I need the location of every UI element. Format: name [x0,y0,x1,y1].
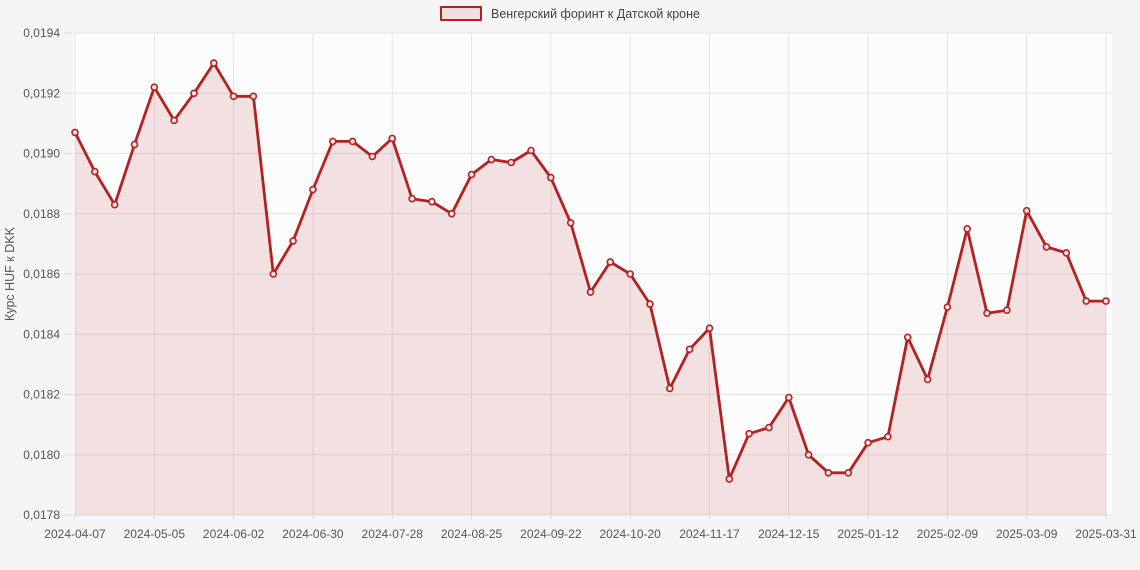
x-tick-label: 2024-10-20 [599,527,661,541]
data-point[interactable] [328,137,337,146]
data-point[interactable] [388,134,397,143]
data-point[interactable] [348,137,357,146]
y-tick-label: 0,0188 [23,207,60,221]
data-point[interactable] [626,270,635,278]
data-point[interactable] [824,468,833,477]
x-tick-label: 2025-03-09 [996,527,1058,541]
x-tick-label: 2024-06-02 [203,527,265,541]
x-tick-label: 2025-03-31 [1075,527,1137,541]
y-tick-label: 0,0182 [23,388,60,402]
data-point[interactable] [249,92,258,101]
data-point[interactable] [527,146,535,155]
data-point[interactable] [765,423,773,432]
data-point[interactable] [844,468,853,477]
data-point[interactable] [1042,243,1051,251]
data-point[interactable] [665,384,674,393]
legend-swatch-icon [440,6,482,21]
x-tick-label: 2024-07-28 [362,527,424,541]
data-point[interactable] [170,116,178,125]
y-tick-label: 0,0192 [23,86,60,100]
data-point[interactable] [309,185,317,194]
data-point[interactable] [408,194,416,203]
data-point[interactable] [884,432,892,441]
data-point[interactable] [1082,297,1090,305]
data-point[interactable] [725,475,734,483]
x-tick-label: 2024-08-25 [441,527,503,541]
data-point[interactable] [646,300,654,308]
data-point[interactable] [110,200,119,209]
data-point[interactable] [71,128,79,137]
data-point[interactable] [150,83,159,91]
x-tick-label: 2024-05-05 [124,527,186,541]
y-tick-label: 0,0178 [23,508,60,522]
data-point[interactable] [447,209,456,218]
x-tick-label: 2024-09-22 [520,527,582,541]
data-point[interactable] [130,140,139,149]
data-point[interactable] [1062,249,1071,257]
data-point[interactable] [467,170,476,179]
data-point[interactable] [864,438,872,447]
y-tick-label: 0,0180 [23,448,60,462]
data-point[interactable] [745,429,753,438]
data-point[interactable] [804,450,813,459]
x-tick-label: 2025-02-09 [917,527,979,541]
legend-label: Венгерский форинт к Датской кроне [491,6,700,21]
data-point[interactable] [983,309,991,318]
data-point[interactable] [566,219,575,227]
y-tick-label: 0,0194 [23,26,60,40]
y-tick-label: 0,0190 [23,147,60,161]
data-point[interactable] [487,155,496,164]
data-point[interactable] [289,237,297,245]
data-point[interactable] [368,152,377,161]
data-point[interactable] [1003,306,1011,315]
data-point[interactable] [903,333,912,342]
data-point[interactable] [1022,206,1031,215]
series-area-fill [75,63,1106,515]
x-tick-label: 2024-11-17 [679,527,740,541]
data-point[interactable] [428,197,436,206]
data-point[interactable] [705,324,714,333]
data-point[interactable] [586,288,595,296]
data-point[interactable] [507,158,516,167]
data-point[interactable] [963,225,972,233]
data-point[interactable] [269,270,278,278]
data-point[interactable] [210,59,218,67]
data-point[interactable] [606,258,615,266]
x-tick-label: 2024-04-07 [44,527,106,541]
y-tick-label: 0,0184 [23,327,60,341]
y-tick-label: 0,0186 [23,267,60,281]
data-point[interactable] [546,173,555,182]
data-point[interactable] [943,303,952,311]
x-tick-label: 2025-01-12 [837,527,899,541]
data-point[interactable] [91,167,99,176]
x-tick-label: 2024-06-30 [282,527,344,541]
data-point[interactable] [685,345,694,354]
legend[interactable]: Венгерский форинт к Датской кроне [0,6,1140,21]
y-axis-title: Курс HUF к DKK [3,226,17,321]
data-point[interactable] [923,375,932,384]
x-tick-label: 2024-12-15 [758,527,820,541]
data-point[interactable] [784,393,793,402]
data-point[interactable] [190,89,198,98]
data-point[interactable] [1102,297,1110,305]
data-point[interactable] [229,92,238,101]
